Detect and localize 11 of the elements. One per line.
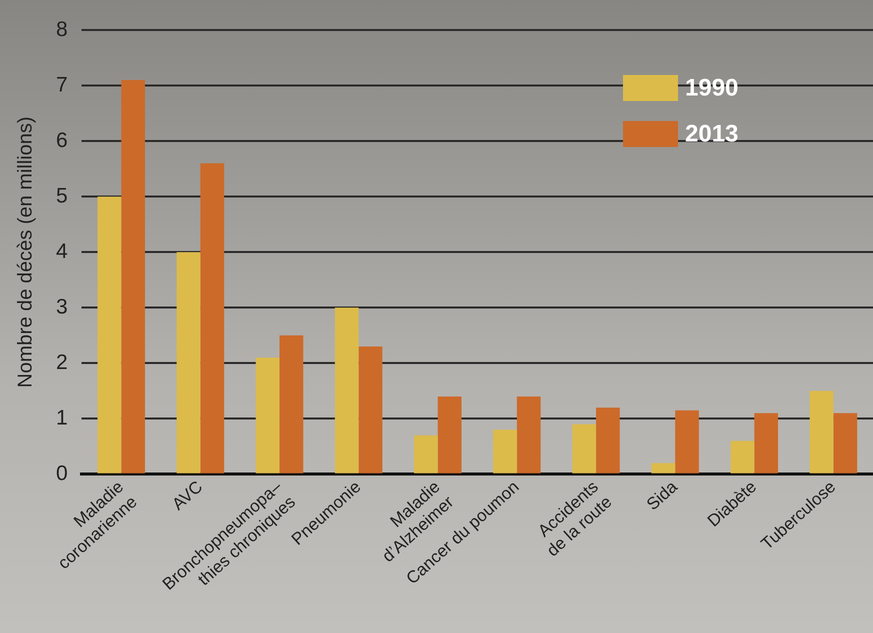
- y-tick-label: 0: [56, 462, 68, 486]
- y-tick-label: 7: [56, 73, 68, 96]
- y-tick-label: 4: [56, 240, 68, 263]
- x-tick-label: Sida: [642, 476, 682, 514]
- y-tick-label: 5: [56, 184, 68, 208]
- y-tick-label: 1: [56, 406, 68, 430]
- y-tick-label: 8: [56, 18, 68, 41]
- y-tick-label: 2: [56, 350, 68, 374]
- y-tick-label: 6: [56, 128, 68, 152]
- y-tick-label: 3: [56, 295, 68, 318]
- y-axis-title: Nombre de décès (en millions): [14, 116, 37, 388]
